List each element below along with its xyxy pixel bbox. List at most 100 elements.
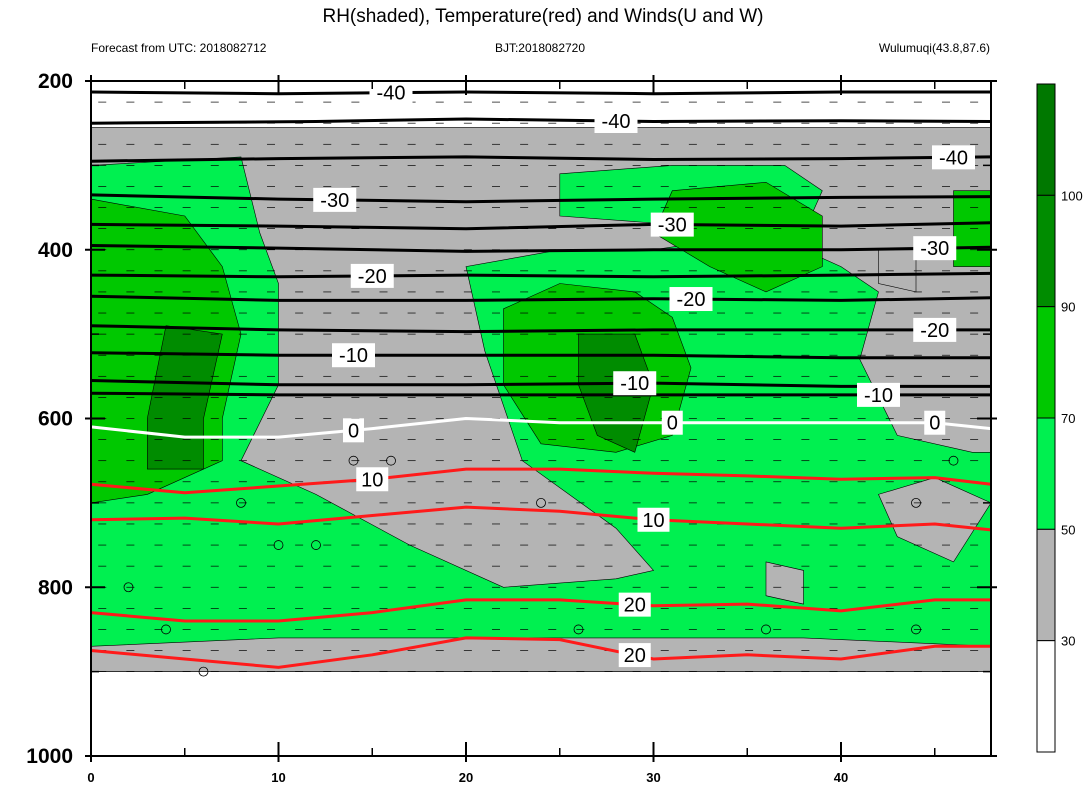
isotherm-line xyxy=(90,416,992,439)
isotherm-line xyxy=(90,467,992,495)
isotherm-line xyxy=(90,90,991,96)
isotherm-label: 0 xyxy=(667,413,678,435)
isotherm-line xyxy=(90,155,992,163)
rh-region-8 xyxy=(653,181,823,293)
isotherm-label: 10 xyxy=(361,469,383,491)
isotherm-label: -10 xyxy=(620,373,649,395)
rh-region-4 xyxy=(765,561,804,605)
isotherm-label: -30 xyxy=(320,190,349,212)
isotherms: -40 -40 -40 -30 -30 -30 -20 -20 -20 -10 -10 -10 0 0 0 1… xyxy=(90,80,992,669)
isotherm-label: -30 xyxy=(658,215,687,237)
isotherm-label: -10 xyxy=(339,345,368,367)
calm-wind-circle xyxy=(161,624,171,635)
isotherm-label: -40 xyxy=(939,147,968,169)
isotherm-label: 0 xyxy=(348,420,359,442)
isotherm-label-box xyxy=(637,507,670,532)
isotherm-label-box xyxy=(613,371,657,396)
isotherm-label: -40 xyxy=(602,111,631,133)
isotherm-label-box xyxy=(618,643,651,668)
colorbar-segment xyxy=(1036,640,1056,753)
isotherm-line xyxy=(90,598,991,623)
x-tick-label: 0 xyxy=(87,770,94,785)
colorbar-segment xyxy=(1036,83,1056,196)
x-tick-label: 20 xyxy=(459,770,473,785)
x-tick-label: 10 xyxy=(271,770,285,785)
calm-wind-circle xyxy=(348,455,359,466)
isotherm-line xyxy=(90,391,991,397)
center-subtitle: BJT:2018082720 xyxy=(495,41,585,55)
calm-wind-circle xyxy=(311,540,321,550)
isotherm-label-box xyxy=(594,108,638,133)
calm-wind-circle xyxy=(911,624,921,635)
colorbar-label: 30 xyxy=(1061,634,1075,649)
isotherm-label-box xyxy=(650,212,694,237)
isotherm-label-box xyxy=(369,80,413,105)
y-tick-label: 400 xyxy=(38,239,73,262)
isotherm-label-box xyxy=(356,467,389,492)
isotherm-label: 20 xyxy=(624,645,646,667)
y-tick-label: 600 xyxy=(38,408,73,431)
calm-wind-circle xyxy=(948,455,959,466)
isotherm-line xyxy=(90,117,992,125)
isotherm-label-box xyxy=(932,145,975,170)
isotherm-label-box xyxy=(913,317,957,342)
isotherm-line xyxy=(90,294,992,302)
colorbar-label: 90 xyxy=(1061,300,1075,315)
isotherm-label: -20 xyxy=(677,289,706,311)
isotherm-label-box xyxy=(661,410,683,435)
rh-region-3 xyxy=(878,477,992,563)
isotherm-line xyxy=(90,244,992,253)
calm-wind-circle xyxy=(123,582,134,593)
isotherm-label: 0 xyxy=(929,413,940,435)
colorbar-segment xyxy=(1036,306,1056,419)
isotherm-label-box xyxy=(913,236,957,261)
isotherm-label-box xyxy=(669,287,713,312)
x-tick-label: 40 xyxy=(834,770,848,785)
calm-wind-circle xyxy=(536,497,546,508)
calm-wind-circle xyxy=(273,540,284,550)
y-tick-label: 1000 xyxy=(26,745,73,768)
y-tick-label: 200 xyxy=(38,70,73,93)
calm-wind-circle xyxy=(761,624,771,635)
isotherm-line xyxy=(90,221,992,231)
colorbar-segment xyxy=(1036,528,1056,642)
calm-wind-circle xyxy=(236,497,246,508)
isotherm-label-box xyxy=(313,187,357,212)
isotherm-label-box xyxy=(350,263,394,288)
calm-wind-circle xyxy=(386,455,396,466)
isotherm-line xyxy=(90,505,992,532)
isotherm-label-box xyxy=(924,410,946,435)
calm-wind-circle xyxy=(911,497,921,508)
colorbar-segment xyxy=(1036,194,1056,308)
isotherm-label: 10 xyxy=(642,510,664,532)
right-subtitle: Wulumuqi(43.8,87.6) xyxy=(879,41,990,55)
isotherm-line xyxy=(90,324,991,334)
isotherm-label: -20 xyxy=(920,320,949,342)
isotherm-label-box xyxy=(343,418,364,443)
isotherm-label-box xyxy=(332,343,375,368)
colorbar-segment xyxy=(1036,417,1056,530)
isotherm-line xyxy=(90,271,992,279)
y-tick-label: 800 xyxy=(38,576,73,599)
x-tick-label: 30 xyxy=(646,770,660,785)
isotherm-line xyxy=(90,351,991,360)
rh-region-12 xyxy=(90,671,992,757)
isotherm-line xyxy=(90,193,992,204)
colorbar-label: 70 xyxy=(1061,411,1075,426)
chart-title: RH(shaded), Temperature(red) and Winds(U… xyxy=(322,6,763,27)
isotherm-label: 20 xyxy=(624,595,646,617)
isotherm-label: -10 xyxy=(864,385,893,407)
isotherm-line xyxy=(90,636,991,669)
isotherm-label-box xyxy=(857,382,900,407)
left-subtitle: Forecast from UTC: 2018082712 xyxy=(91,41,267,55)
calm-wind-circle xyxy=(198,666,209,677)
calm-wind-circle xyxy=(573,624,584,635)
isotherm-label: -30 xyxy=(920,238,949,260)
isotherm-label-box xyxy=(618,592,651,617)
isotherm-label: -20 xyxy=(358,266,387,288)
isotherm-label: -40 xyxy=(377,83,406,105)
colorbar-label: 100 xyxy=(1061,188,1083,203)
